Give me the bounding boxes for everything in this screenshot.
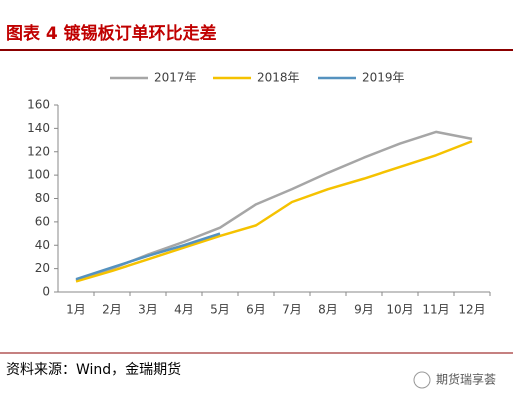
- x-tick-label: 5月: [210, 303, 230, 317]
- watermark-icon: [413, 371, 431, 389]
- line: [75, 232, 221, 281]
- y-tick-label: 120: [27, 144, 50, 158]
- x-tick-label: 7月: [282, 303, 302, 317]
- x-tick-label: 2月: [102, 303, 122, 317]
- y-tick-label: 20: [35, 261, 50, 275]
- y-tick-label: 40: [35, 238, 50, 252]
- x-tick-label: 9月: [354, 303, 374, 317]
- x-tick-label: 10月: [386, 303, 413, 317]
- y-tick-label: 60: [35, 214, 50, 228]
- source: 资料来源：Wind，金瑞期货: [6, 361, 181, 378]
- x-tick-label: 6月: [246, 303, 266, 317]
- x-tick-label: 3月: [138, 303, 158, 317]
- line: [75, 140, 473, 283]
- y-tick-label: 140: [27, 121, 50, 135]
- legend-label: 2019年: [362, 71, 405, 85]
- title: 图表 4 镀锡板订单环比走差: [6, 23, 217, 44]
- y-tick-label: 160: [27, 98, 50, 112]
- y-tick-label: 80: [35, 191, 50, 205]
- x-tick-label: 4月: [174, 303, 194, 317]
- x-tick-label: 1月: [66, 303, 86, 317]
- x-tick-label: 11月: [422, 303, 449, 317]
- x-tick-label: 8月: [318, 303, 338, 317]
- y-tick-label: 0: [42, 285, 50, 299]
- watermark: 期货瑞享荟: [436, 372, 496, 387]
- x-tick-label: 12月: [458, 303, 485, 317]
- line: [75, 130, 473, 282]
- y-tick-label: 100: [27, 168, 50, 182]
- legend-label: 2017年: [154, 71, 197, 85]
- legend-label: 2018年: [257, 71, 300, 85]
